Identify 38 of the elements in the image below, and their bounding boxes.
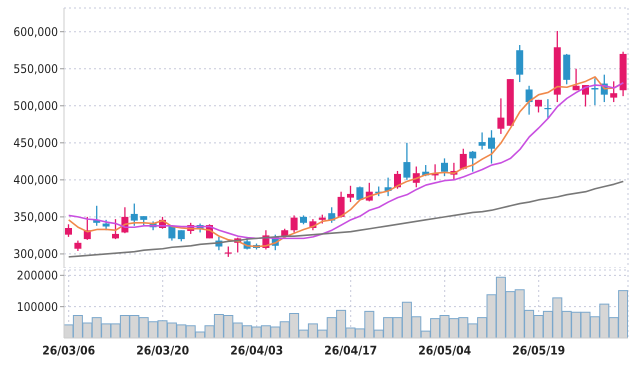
- candlestick: [478, 132, 486, 150]
- candlestick: [130, 202, 138, 226]
- candlestick: [168, 226, 176, 242]
- y-tick-label: 550,000: [13, 62, 58, 76]
- candlestick: [572, 68, 580, 91]
- y-tick-label: 500,000: [13, 99, 58, 114]
- candlestick: [460, 148, 467, 170]
- candlestick: [347, 185, 354, 203]
- y-tick-label: 100000: [16, 300, 58, 314]
- candlestick: [441, 158, 448, 177]
- y-tick-label: 300,000: [13, 247, 58, 262]
- y-tick-label: 400,000: [13, 173, 58, 188]
- candlestick: [74, 240, 82, 252]
- line-series: [68, 180, 624, 258]
- candlestick: [488, 130, 495, 164]
- candlestick: [403, 142, 410, 180]
- candlestick: [394, 170, 401, 190]
- candlestick: [535, 99, 542, 114]
- x-tick-label: 26/05/19: [512, 344, 566, 358]
- x-tick-label: 26/03/20: [136, 344, 190, 358]
- y-tick-label: 600,000: [13, 24, 58, 39]
- y-tick-label: 350,000: [13, 210, 58, 224]
- candlestick: [610, 80, 618, 103]
- candlestick: [65, 224, 72, 238]
- x-tick-label: 26/03/06: [42, 344, 96, 358]
- x-tick-label: 26/04/17: [324, 344, 378, 358]
- candlestick: [112, 218, 119, 240]
- x-tick-label: 26/04/03: [230, 344, 284, 358]
- y-tick-label: 450,000: [13, 136, 58, 150]
- candlestick: [338, 191, 345, 218]
- candlestick: [469, 150, 476, 172]
- candlestick: [526, 85, 533, 116]
- candlestick: [497, 98, 504, 135]
- y-tick-label: 200000: [16, 268, 58, 283]
- candlestick: [591, 78, 598, 106]
- candlestick: [178, 230, 185, 242]
- x-tick-label: 26/05/04: [418, 344, 472, 358]
- candlestick: [290, 214, 298, 234]
